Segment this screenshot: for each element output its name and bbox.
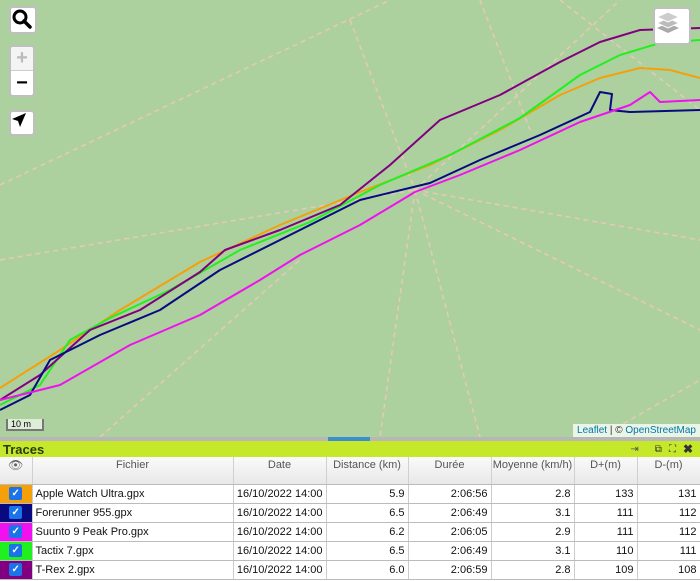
cell-dplus: 133 (574, 484, 638, 504)
track-color-swatch: ✓ (0, 503, 33, 523)
cell-dplus: 110 (574, 541, 638, 561)
cell-avg: 2.8 (491, 484, 575, 504)
cell-avg: 2.9 (491, 522, 575, 542)
track-tactix-7 (0, 39, 700, 406)
locate-button[interactable] (9, 110, 35, 136)
cell-duration: 2:06:56 (408, 484, 492, 504)
panel-header: Traces ⇥ ⧉ ⛶ ✖ (0, 441, 700, 457)
cell-dminus: 131 (637, 484, 700, 504)
map[interactable]: + − 10 m Leaflet | © OpenStreetMap (0, 0, 700, 437)
cell-distance: 6.0 (326, 560, 409, 580)
track-color-swatch: ✓ (0, 541, 33, 561)
cell-file: Suunto 9 Peak Pro.gpx (32, 522, 234, 542)
cell-avg: 3.1 (491, 541, 575, 561)
cell-file: Forerunner 955.gpx (32, 503, 234, 523)
track-color-swatch: ✓ (0, 484, 33, 504)
cell-duration: 2:06:49 (408, 541, 492, 561)
paths (0, 0, 700, 437)
track-suunto-9-peak-pro (0, 91, 700, 401)
cell-duration: 2:06:49 (408, 503, 492, 523)
cell-date: 16/10/2022 14:00 (233, 484, 327, 504)
traces-table: 👁 Fichier Date Distance (km) Durée Moyenne (… (0, 457, 700, 580)
leaflet-link[interactable]: Leaflet (577, 425, 608, 436)
track-apple-watch-ultra (0, 67, 700, 389)
cell-file: Apple Watch Ultra.gpx (32, 484, 234, 504)
popout-icon[interactable]: ⧉ (654, 443, 662, 455)
column-header[interactable]: Durée (408, 457, 492, 485)
visibility-checkbox[interactable]: ✓ (9, 544, 23, 557)
table-row[interactable]: ✓ Tactix 7.gpx 16/10/2022 14:00 6.5 2:06:49 3… (0, 541, 700, 561)
cell-dminus: 108 (637, 560, 700, 580)
cell-distance: 5.9 (326, 484, 409, 504)
attribution-separator: | © (607, 425, 626, 436)
cell-dplus: 111 (574, 522, 638, 542)
track-trex-2 (0, 27, 700, 401)
zoom-control: + − (9, 45, 35, 97)
osm-link[interactable]: OpenStreetMap (625, 425, 696, 436)
search-icon (12, 9, 32, 29)
scale-bar: 10 m (6, 419, 44, 431)
map-tiles (0, 0, 700, 437)
cell-dminus: 111 (637, 541, 700, 561)
visibility-checkbox[interactable]: ✓ (9, 525, 23, 538)
collapse-icon[interactable]: ⇥ (630, 443, 639, 455)
track-forerunner-955 (0, 91, 700, 411)
visibility-checkbox[interactable]: ✓ (9, 563, 23, 576)
splitter[interactable] (0, 437, 700, 441)
cell-distance: 6.5 (326, 541, 409, 561)
table-row[interactable]: ✓ Apple Watch Ultra.gpx 16/10/2022 14:00 5.… (0, 484, 700, 504)
visibility-header[interactable]: 👁 (0, 457, 33, 485)
cell-distance: 6.5 (326, 503, 409, 523)
attribution: Leaflet | © OpenStreetMap (573, 424, 700, 437)
column-header[interactable]: Distance (km) (326, 457, 409, 485)
cell-dminus: 112 (637, 522, 700, 542)
zoom-out-button[interactable]: − (16, 71, 28, 94)
layers-icon (655, 11, 681, 33)
column-header[interactable]: D-(m) (637, 457, 700, 485)
panel-title: Traces (3, 441, 45, 457)
cell-duration: 2:06:59 (408, 560, 492, 580)
location-arrow-icon (12, 113, 26, 127)
table-row[interactable]: ✓ Suunto 9 Peak Pro.gpx 16/10/2022 14:00 6.… (0, 522, 700, 542)
cell-dplus: 109 (574, 560, 638, 580)
column-header[interactable]: Moyenne (km/h) (491, 457, 575, 485)
column-header[interactable]: Date (233, 457, 327, 485)
visibility-checkbox[interactable]: ✓ (9, 506, 23, 519)
maximize-icon[interactable]: ⛶ (668, 443, 676, 455)
cell-date: 16/10/2022 14:00 (233, 560, 327, 580)
cell-date: 16/10/2022 14:00 (233, 541, 327, 561)
eye-icon: 👁 (8, 458, 24, 472)
cell-duration: 2:06:05 (408, 522, 492, 542)
table-row[interactable]: ✓ Forerunner 955.gpx 16/10/2022 14:00 6.5 2:… (0, 503, 700, 523)
track-color-swatch: ✓ (0, 560, 33, 580)
visibility-checkbox[interactable]: ✓ (9, 487, 23, 500)
table-row[interactable]: ✓ T-Rex 2.gpx 16/10/2022 14:00 6.0 2:06:59 2.… (0, 560, 700, 580)
column-header[interactable]: D+(m) (574, 457, 638, 485)
cell-distance: 6.2 (326, 522, 409, 542)
cell-dplus: 111 (574, 503, 638, 523)
cell-date: 16/10/2022 14:00 (233, 503, 327, 523)
cell-avg: 3.1 (491, 503, 575, 523)
tracks (0, 27, 700, 411)
close-icon[interactable]: ✖ (682, 442, 693, 456)
cell-avg: 2.8 (491, 560, 575, 580)
cell-file: Tactix 7.gpx (32, 541, 234, 561)
cell-file: T-Rex 2.gpx (32, 560, 234, 580)
layers-button[interactable] (653, 7, 691, 45)
zoom-in-button[interactable]: + (11, 47, 33, 71)
cell-dminus: 112 (637, 503, 700, 523)
cell-date: 16/10/2022 14:00 (233, 522, 327, 542)
splitter-handle[interactable] (328, 437, 370, 441)
search-button[interactable] (9, 6, 37, 34)
column-header[interactable]: Fichier (32, 457, 234, 485)
track-color-swatch: ✓ (0, 522, 33, 542)
